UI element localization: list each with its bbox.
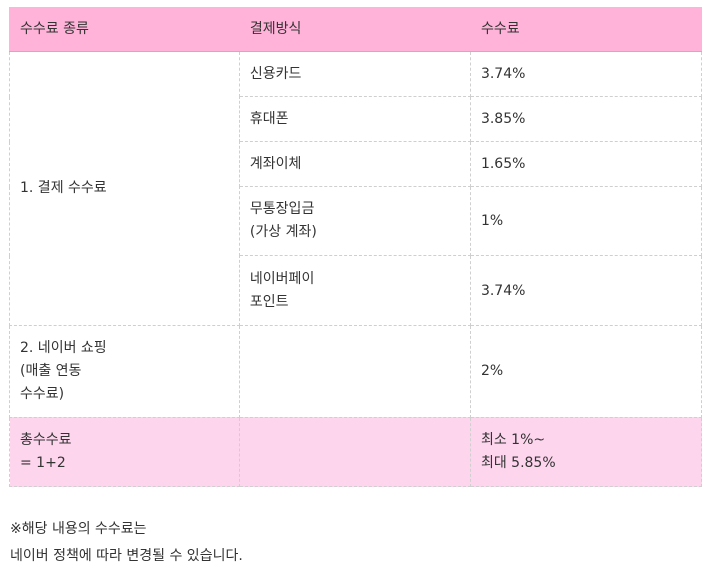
note-line-2: 네이버 정책에 따라 변경될 수 있습니다.	[10, 548, 243, 564]
fee-cell: 3.74%	[469, 50, 703, 98]
method-cell: 신용카드	[238, 50, 471, 98]
shopping-fee-label: 2. 네이버 쇼핑 (매출 연동 수수료)	[9, 324, 240, 418]
header-fee-type: 수수료 종류	[9, 7, 240, 52]
table-row: 계좌이체 1.65%	[10, 141, 703, 188]
fee-cell: 1%	[469, 186, 703, 257]
total-fee: 최소 1%~ 최대 5.85%	[469, 416, 703, 488]
fee-cell: 3.74%	[469, 255, 703, 326]
table-row: 네이버페이 포인트 3.74%	[10, 255, 703, 326]
method-cell: 계좌이체	[238, 141, 471, 188]
fee-cell: 1.65%	[469, 141, 703, 188]
method-cell	[238, 416, 471, 488]
fee-cell: 2%	[469, 324, 703, 418]
method-cell: 휴대폰	[238, 96, 471, 143]
header-row: 수수료 종류 결제방식 수수료	[9, 7, 703, 52]
table-row: 휴대폰 3.85%	[10, 96, 703, 143]
method-cell: 네이버페이 포인트	[238, 255, 471, 326]
header-payment-method: 결제방식	[238, 7, 471, 52]
table-row: 1. 결제 수수료 신용카드 3.74%	[9, 50, 703, 326]
fee-cell: 3.85%	[469, 96, 703, 143]
fee-table: 수수료 종류 결제방식 수수료 1. 결제 수수료 신용카드 3.74% 휴대폰…	[9, 7, 703, 488]
note-line-1: ※해당 내용의 수수료는	[10, 521, 147, 537]
table-row: 2. 네이버 쇼핑 (매출 연동 수수료) 2%	[9, 324, 703, 418]
total-row: 총수수료 = 1+2 최소 1%~ 최대 5.85%	[9, 416, 703, 488]
total-label: 총수수료 = 1+2	[9, 416, 240, 488]
table-row: 무통장입금 (가상 계좌) 1%	[10, 186, 703, 257]
header-fee: 수수료	[469, 7, 703, 52]
method-cell	[238, 324, 471, 418]
method-cell: 무통장입금 (가상 계좌)	[238, 186, 471, 257]
payment-fee-label: 1. 결제 수수료	[9, 51, 240, 326]
